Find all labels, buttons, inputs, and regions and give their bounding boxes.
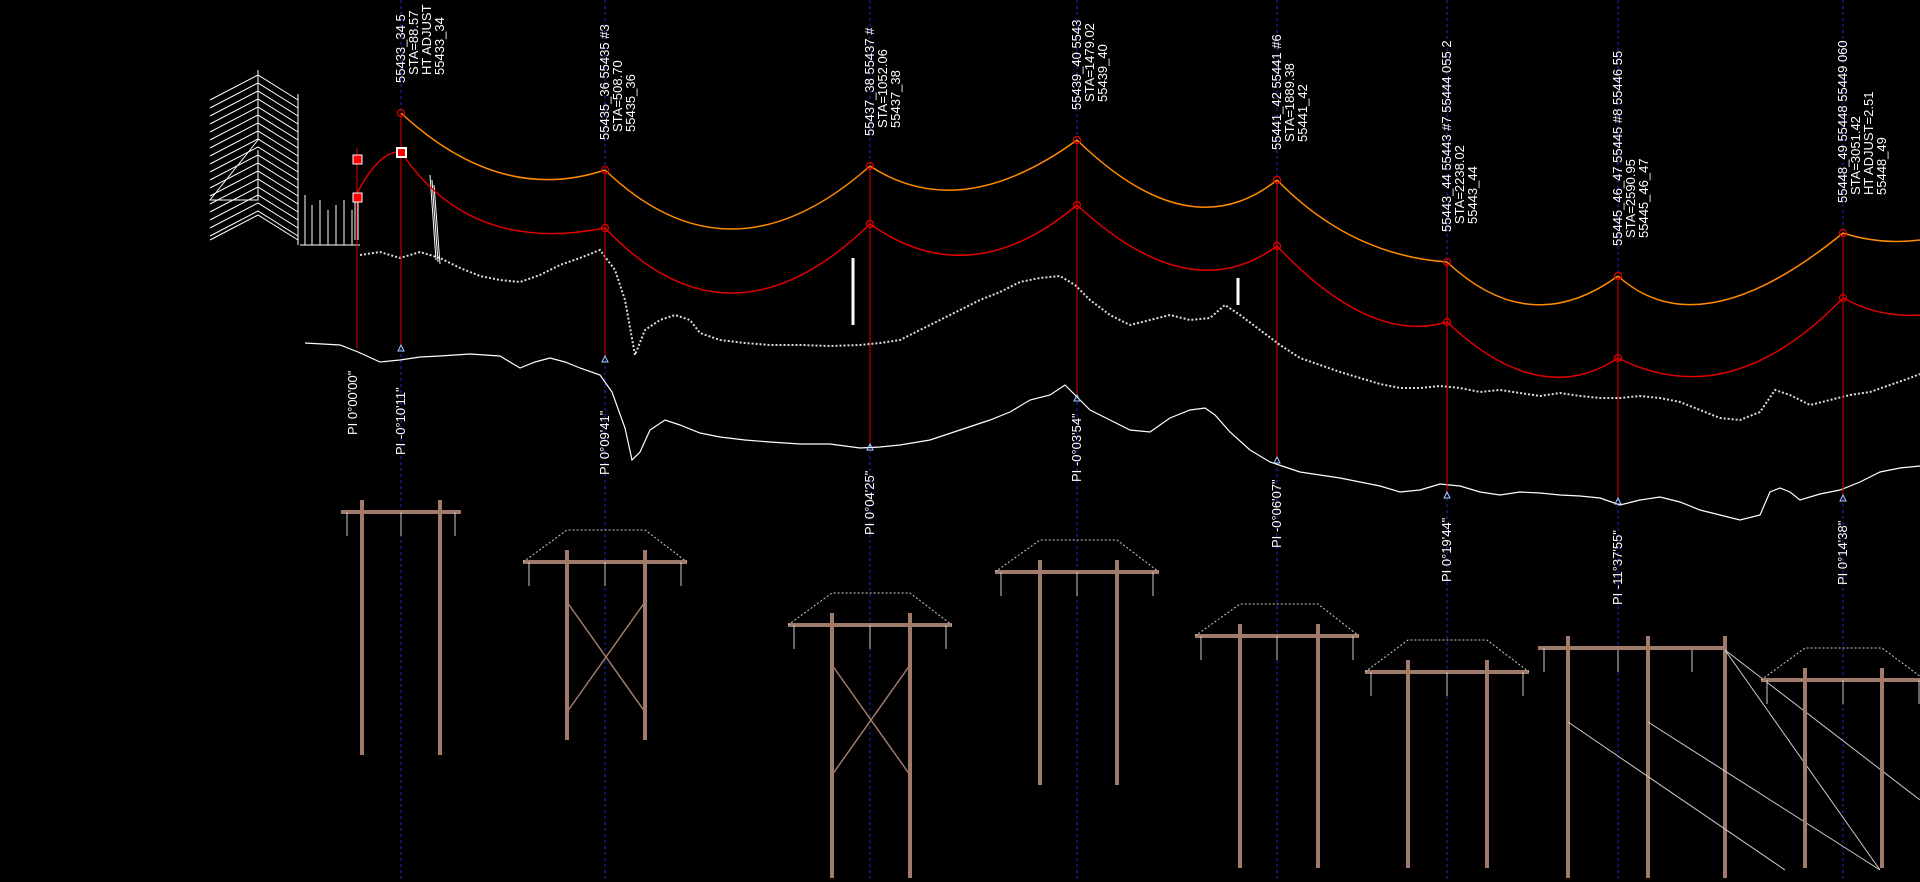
pi-label-s36: PI 0°09'41": [597, 410, 612, 475]
start-markers: [352, 147, 407, 203]
attachment-markers: [396, 108, 1848, 505]
structure-info-s40: 55439_40: [1095, 44, 1110, 102]
ground-marker-s38: [866, 442, 874, 451]
pi-label-s49: PI 0°14'38": [1835, 520, 1850, 585]
structure-name-s34: 55433_34 5: [393, 14, 408, 83]
pi-label-s44: PI 0°19'44": [1439, 517, 1454, 582]
structure-info-s34: HT ADJUST: [419, 4, 434, 75]
structure-name-s40: 55439_40 5543: [1069, 20, 1084, 110]
structure-info-s36: 55435_36: [623, 74, 638, 132]
lower-marker-s44: [1442, 317, 1452, 327]
upper-marker-s47: [1613, 271, 1623, 281]
guy-wire: [1724, 649, 1881, 871]
frame-brace: [994, 539, 1160, 573]
lower-marker-s47: [1613, 353, 1623, 363]
lower-marker-s38: [865, 219, 875, 229]
structure-s42: [1194, 603, 1360, 868]
ground-marker-s42: [1273, 455, 1281, 464]
ground-profile-line: [304, 342, 1920, 521]
structure-info-s49: 55448_49: [1874, 137, 1889, 195]
structure-name-s44: 55443_44 55443 #7 55444 055 2: [1439, 40, 1454, 232]
wire-lower-red: [356, 151, 1920, 378]
structure-info-s44: STA=2238.02: [1452, 145, 1467, 224]
pi-label-s42: PI -0°06'07": [1269, 479, 1284, 548]
ground-marker-s34: [397, 343, 405, 352]
ground-marker-s44: [1443, 490, 1451, 499]
structure-s40: [994, 539, 1160, 785]
survey-ticks: [851, 258, 1240, 325]
structure-info-s38: 55437_38: [888, 70, 903, 128]
structure-s36: [522, 529, 688, 740]
upper-marker-s38: [865, 161, 875, 171]
frame-brace: [787, 592, 953, 626]
structure-name-s47: 55445_46_47 55445 #8 55446 55: [1610, 51, 1625, 246]
frame-brace: [1364, 639, 1530, 673]
structure-info-s42: 55441_42: [1295, 84, 1310, 142]
lower-marker-s40: [1072, 200, 1082, 210]
structure-name-s38: 55437_38 55437 #: [862, 27, 877, 136]
structure-info-s47: 55445_46_47: [1636, 158, 1651, 238]
structure-s49: [1760, 647, 1920, 868]
structure-s44: [1364, 639, 1530, 868]
structure-info-s34: STA=88.57: [406, 11, 421, 75]
structure-info-s42: STA=1889.38: [1282, 63, 1297, 142]
ground-marker-s36: [601, 354, 609, 363]
upper-marker-s40: [1072, 135, 1082, 145]
structure-drawings: [341, 500, 1920, 878]
ground-marker-s47: [1614, 496, 1622, 505]
lower-marker-s49: [1838, 293, 1848, 303]
structure-name-s49: 55448_49 55448 55449 060: [1835, 40, 1850, 203]
pi-label-s38: PI 0°04'25": [862, 470, 877, 535]
guy-wire: [1724, 649, 1920, 801]
structure-info-s36: STA=508.70: [610, 60, 625, 132]
structure-name-s36: 55435_36 55435 #3: [597, 24, 612, 140]
guy-wire: [1647, 721, 1881, 871]
ground-marker-s40: [1073, 393, 1081, 402]
structure-info-s47: STA=2590.95: [1623, 159, 1638, 238]
structure-name-s42: 55441_42 55441 #6: [1269, 34, 1284, 150]
structure-info-s49: STA=3051.42: [1848, 116, 1863, 195]
frame-brace: [522, 529, 688, 563]
pi-label-s34: PI -0°10'11": [393, 387, 408, 455]
structure-info-s49: HT ADJUST=2.51: [1861, 92, 1876, 195]
structure-s38: [787, 592, 953, 878]
upper-marker-s44: [1442, 257, 1452, 267]
guy-wire: [1567, 721, 1786, 871]
pi-label-s40: PI -0°03'54": [1069, 413, 1084, 482]
upper-marker-s49: [1838, 228, 1848, 238]
upper-marker-s34: [396, 108, 406, 118]
wire-upper-orange: [400, 112, 1920, 306]
frame-brace: [1760, 647, 1920, 681]
structure-s34: [341, 500, 461, 755]
upper-marker-s42: [1272, 175, 1282, 185]
x-brace: [566, 601, 646, 713]
lower-marker-s36: [600, 223, 610, 233]
structure-info-s40: STA=1479.02: [1082, 23, 1097, 102]
structure-info-s44: 55443_44: [1465, 166, 1480, 224]
structure-info-s38: STA=1052.06: [875, 49, 890, 128]
upper-marker-s36: [600, 165, 610, 175]
pi-label-start: PI 0°00'00": [345, 370, 360, 435]
structure-s47: [1538, 636, 1920, 878]
x-brace: [831, 664, 911, 776]
ground-marker-s49: [1839, 493, 1847, 502]
structure-info-s34: 55433_34: [432, 17, 447, 75]
lower-marker-s42: [1272, 241, 1282, 251]
pi-label-s47: PI -11°37'55": [1610, 530, 1625, 605]
left-structure-sketch: [208, 70, 441, 265]
